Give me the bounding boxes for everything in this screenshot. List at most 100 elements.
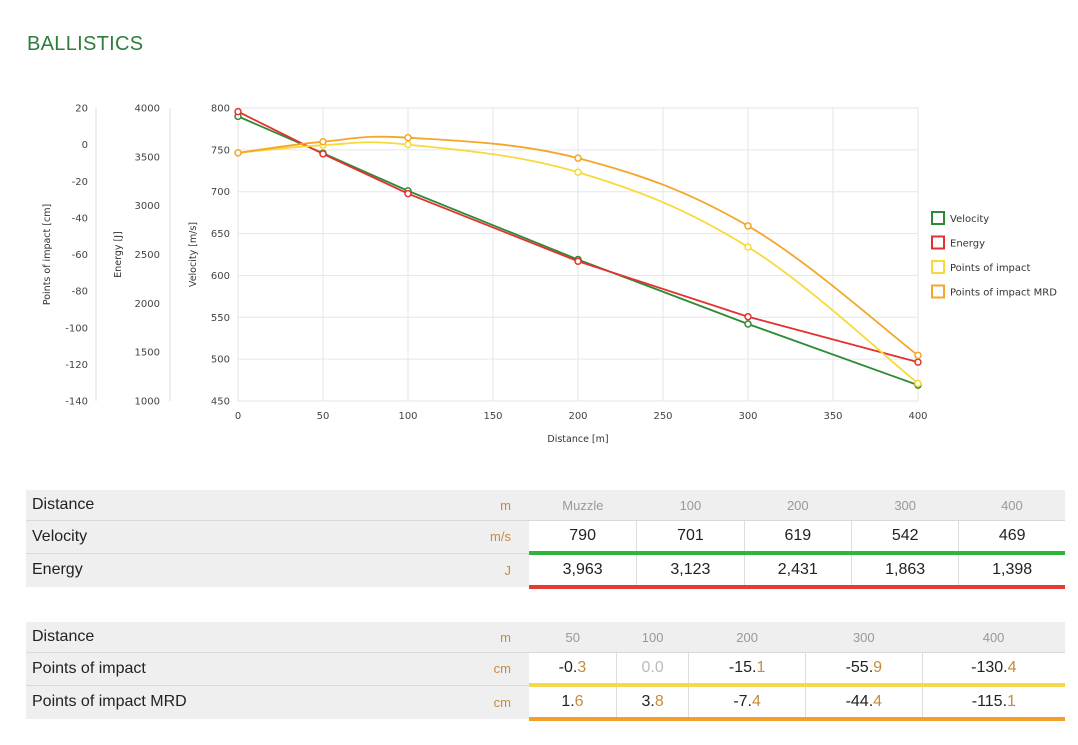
data-point-points-of-impact-mrd: [234, 149, 242, 157]
table-cell: 1,863: [851, 553, 960, 589]
data-point-velocity: [744, 320, 752, 328]
value-dec: 3: [577, 659, 587, 676]
table-cell: 1,398: [958, 553, 1065, 589]
table-cell: -0.3: [529, 652, 617, 687]
table-cell: -15.1: [688, 652, 806, 687]
value-dec: 4: [1007, 659, 1017, 676]
table-cell: 469: [958, 520, 1065, 555]
table-cell: -115.1: [922, 685, 1065, 721]
header-label: Distance: [26, 622, 456, 653]
y-tick-label: 2000: [135, 299, 160, 310]
x-tick-label: 200: [568, 411, 587, 422]
legend-swatch-points-of-impact: [931, 260, 945, 274]
y-tick-label: 20: [75, 104, 88, 115]
y-tick-label: -40: [72, 213, 88, 224]
y-tick-label: -60: [72, 250, 88, 261]
table-cell: 790: [529, 520, 638, 555]
header-col: 100: [616, 622, 689, 653]
value-int: -7.: [733, 693, 752, 710]
legend-label-energy: Energy: [950, 239, 985, 250]
table-header-row: Distance m Muzzle 100 200 300 400: [26, 490, 1065, 521]
table-cell: 3.8: [616, 685, 690, 721]
value-int: 0.: [641, 659, 655, 676]
table-row: Points of impact MRD cm 1.6 3.8 -7.4 -44…: [26, 685, 1065, 721]
header-col: 100: [636, 490, 745, 521]
y-tick-label: -100: [65, 323, 88, 334]
table-cell: 3,123: [636, 553, 745, 589]
y-tick-label: 0: [82, 140, 88, 151]
value-int: -115.: [971, 693, 1008, 710]
value-dec: 6: [574, 693, 584, 710]
data-point-energy: [234, 107, 242, 116]
value-int: 1.: [561, 693, 575, 710]
value-int: -44.: [845, 693, 874, 710]
data-point-energy: [319, 150, 327, 158]
x-tick-label: 250: [653, 411, 672, 422]
table-cell: -7.4: [688, 685, 806, 721]
header-label: Distance: [26, 490, 456, 521]
legend-swatch-energy: [931, 235, 945, 250]
y-tick-label: -20: [72, 177, 88, 188]
data-point-points-of-impact: [744, 243, 752, 251]
value-int: 3.: [641, 693, 655, 710]
header-unit: m: [456, 622, 529, 653]
value-dec: 0: [654, 659, 664, 676]
x-tick-label: 400: [908, 411, 927, 422]
table-row: Points of impact cm -0.3 0.0 -15.1 -55.9…: [26, 652, 1065, 687]
points-of-impact-table: Distance m 50 100 200 300 400 Points of …: [26, 622, 1065, 721]
page-title: BALLISTICS: [27, 33, 144, 55]
value-dec: 9: [873, 659, 883, 676]
row-unit: m/s: [456, 520, 529, 554]
header-col: 400: [958, 490, 1065, 521]
y-axis-label: Energy [J]: [113, 231, 124, 278]
value-int: -15.: [728, 659, 757, 676]
y-tick-label: 700: [211, 187, 230, 198]
header-col: 400: [922, 622, 1065, 653]
value-dec: 8: [654, 693, 664, 710]
velocity-energy-table: Distance m Muzzle 100 200 300 400 Veloci…: [26, 490, 1065, 589]
row-label: Points of impact MRD: [26, 685, 456, 719]
y-tick-label: -140: [65, 397, 88, 408]
data-point-points-of-impact-mrd: [744, 222, 752, 230]
header-col: 300: [805, 622, 923, 653]
header-col: 200: [688, 622, 806, 653]
data-point-energy: [914, 358, 922, 366]
data-point-energy: [404, 189, 412, 198]
data-point-points-of-impact: [404, 140, 412, 149]
header-col: Muzzle: [529, 490, 637, 521]
data-point-points-of-impact: [914, 379, 922, 388]
y-tick-label: 1000: [135, 397, 160, 408]
value-dec: 4: [873, 693, 883, 710]
table-cell: 0.0: [616, 652, 690, 687]
header-col: 300: [851, 490, 959, 521]
y-tick-label: 750: [211, 145, 230, 156]
y-tick-label: 3000: [135, 201, 160, 212]
data-point-energy: [574, 257, 582, 265]
chart-legend: Velocity Energy Points of impact Points of …: [931, 211, 1057, 299]
y-axis-label: Points of impact [cm]: [42, 204, 53, 305]
y-tick-label: 1500: [135, 348, 160, 359]
x-tick-label: 350: [823, 411, 842, 422]
header-col: 50: [529, 622, 617, 653]
legend-label-points-of-impact-mrd: Points of impact MRD: [950, 288, 1057, 299]
y-tick-label: -120: [65, 360, 88, 371]
row-unit: cm: [456, 685, 529, 719]
y-tick-label: 550: [211, 313, 230, 324]
y-tick-label: 2500: [135, 250, 160, 261]
legend-label-velocity: Velocity: [950, 214, 989, 225]
y-tick-label: 500: [211, 355, 230, 366]
table-header-row: Distance m 50 100 200 300 400: [26, 622, 1065, 653]
table-cell: 2,431: [744, 553, 853, 589]
table-cell: 542: [851, 520, 960, 555]
table-row: Velocity m/s 790 701 619 542 469: [26, 520, 1065, 555]
y-tick-label: 650: [211, 229, 230, 240]
row-label: Energy: [26, 553, 456, 587]
data-point-points-of-impact: [574, 168, 582, 177]
legend-swatch-velocity: [931, 211, 945, 225]
row-label: Points of impact: [26, 652, 456, 686]
x-tick-label: 0: [235, 411, 241, 422]
data-point-points-of-impact-mrd: [404, 133, 412, 142]
y-tick-label: 3500: [135, 152, 160, 163]
